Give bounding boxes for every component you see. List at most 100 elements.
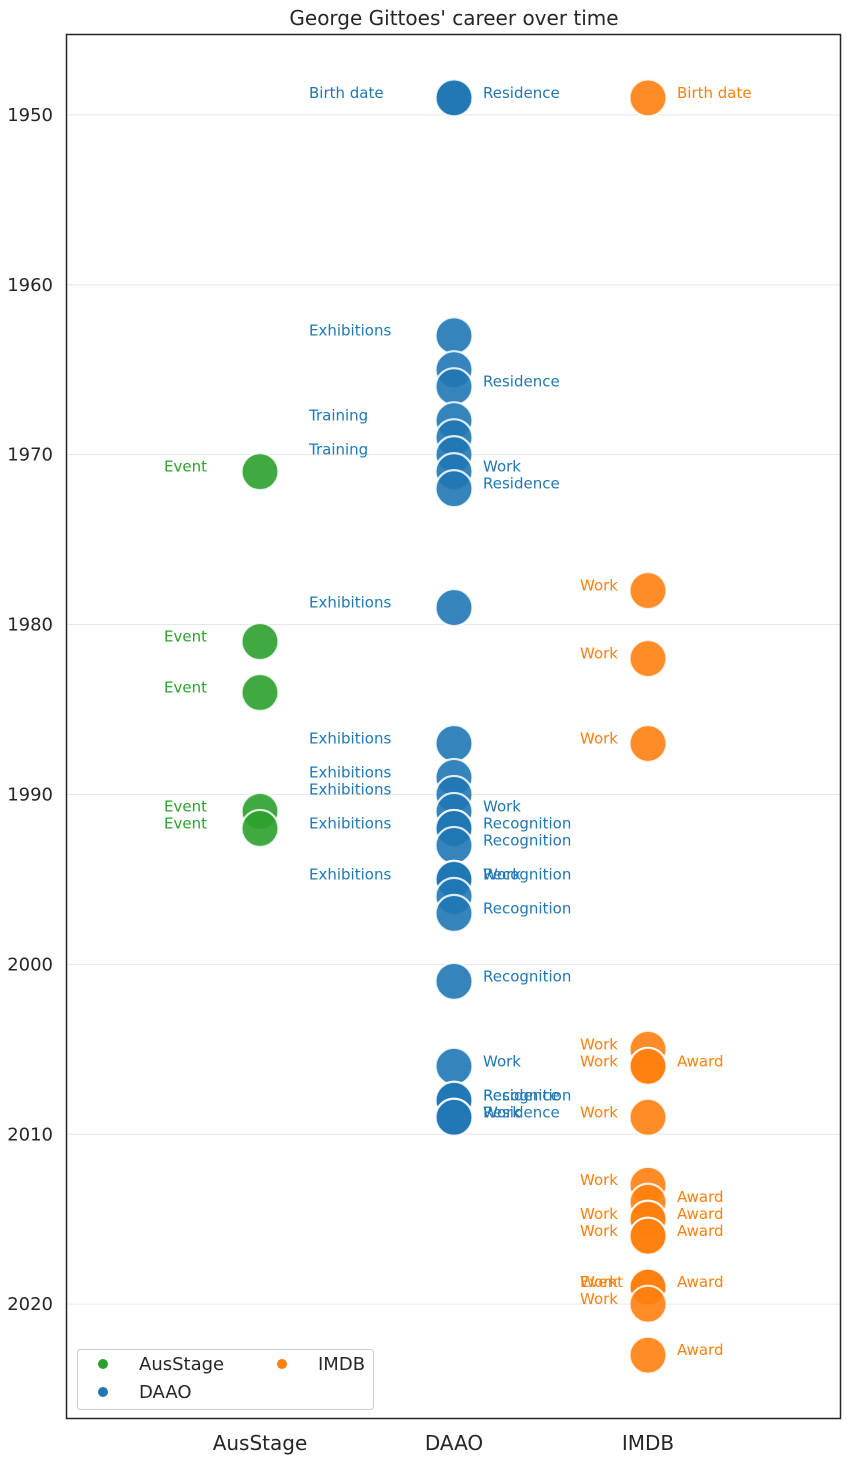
point-label: Work bbox=[580, 1222, 618, 1240]
data-point bbox=[628, 1097, 668, 1137]
point-label: Work bbox=[580, 1103, 618, 1121]
point-label: Recognition bbox=[483, 899, 571, 917]
y-tick-label: 1980 bbox=[7, 615, 53, 636]
point-label: Work bbox=[483, 797, 521, 815]
point-label: Work bbox=[580, 1171, 618, 1189]
point-label: Award bbox=[677, 1273, 724, 1291]
point-label: Residence bbox=[483, 1086, 560, 1104]
point-label: Work bbox=[483, 1103, 521, 1121]
point-label: Exhibitions bbox=[309, 729, 391, 747]
point-label: Event bbox=[164, 679, 207, 697]
legend: AusStage DAAO IMDB bbox=[77, 1349, 374, 1410]
x-axis-ticks: AusStage DAAO IMDB bbox=[213, 1431, 674, 1455]
data-point bbox=[628, 1284, 668, 1324]
point-label: Residence bbox=[483, 373, 560, 391]
data-point bbox=[628, 723, 668, 764]
legend-label: IMDB bbox=[318, 1354, 365, 1375]
data-point bbox=[434, 316, 474, 356]
point-label: Event bbox=[164, 814, 207, 832]
data-point bbox=[434, 367, 474, 407]
point-label: Award bbox=[677, 1222, 724, 1240]
point-label: Event bbox=[580, 1273, 623, 1291]
point-label: Work bbox=[580, 1205, 618, 1223]
y-tick-label: 1960 bbox=[7, 275, 53, 296]
data-point bbox=[628, 638, 668, 679]
data-point bbox=[240, 621, 280, 662]
data-point bbox=[434, 1046, 474, 1086]
data-point bbox=[434, 825, 474, 866]
y-tick-label: 2000 bbox=[7, 954, 53, 975]
point-label: Award bbox=[677, 1052, 724, 1070]
data-point bbox=[434, 893, 474, 933]
point-label: Training bbox=[308, 407, 368, 425]
point-label: Work bbox=[483, 865, 521, 883]
data-point bbox=[434, 78, 474, 118]
point-label: Work bbox=[580, 1035, 618, 1053]
point-label: Award bbox=[677, 1341, 724, 1359]
point-label: Birth date bbox=[677, 84, 752, 102]
point-label: Work bbox=[580, 1052, 618, 1070]
point-label: Award bbox=[677, 1188, 724, 1206]
data-point bbox=[434, 961, 474, 1001]
point-label: Award bbox=[677, 1205, 724, 1223]
point-label: Work bbox=[580, 645, 618, 663]
plot-frame bbox=[65, 33, 842, 1420]
point-label: Exhibitions bbox=[309, 594, 391, 612]
point-label: Work bbox=[580, 729, 618, 747]
data-point bbox=[240, 452, 280, 492]
legend-marker bbox=[98, 1387, 108, 1397]
point-label: Recognition bbox=[483, 1086, 571, 1104]
y-tick-label: 1950 bbox=[7, 105, 53, 126]
data-point bbox=[434, 1097, 474, 1137]
point-label: Exhibitions bbox=[309, 322, 391, 340]
y-tick-label: 2020 bbox=[7, 1294, 53, 1315]
point-label: Residence bbox=[483, 1103, 560, 1121]
point-label: Work bbox=[580, 577, 618, 595]
point-label: Residence bbox=[483, 84, 560, 102]
legend-marker bbox=[98, 1359, 108, 1369]
point-label: Event bbox=[164, 628, 207, 646]
legend-box bbox=[77, 1349, 374, 1410]
x-tick-label: AusStage bbox=[213, 1431, 308, 1455]
data-point bbox=[628, 1046, 668, 1086]
data-point bbox=[434, 587, 474, 628]
data-points bbox=[240, 78, 668, 1375]
data-point bbox=[628, 570, 668, 611]
point-label: Exhibitions bbox=[309, 763, 391, 781]
data-point bbox=[628, 1216, 668, 1256]
point-label: Work bbox=[483, 458, 521, 476]
point-label: Exhibitions bbox=[309, 865, 391, 883]
point-label: Birth date bbox=[309, 84, 384, 102]
data-point bbox=[434, 723, 474, 764]
point-label: Work bbox=[580, 1290, 618, 1308]
y-tick-label: 2010 bbox=[7, 1124, 53, 1145]
point-label: Recognition bbox=[483, 865, 571, 883]
point-label: Recognition bbox=[483, 967, 571, 985]
chart-title: George Gittoes' career over time bbox=[289, 6, 618, 30]
data-point bbox=[628, 1335, 668, 1375]
legend-label: AusStage bbox=[139, 1354, 224, 1375]
point-label: Event bbox=[164, 458, 207, 476]
legend-marker bbox=[277, 1359, 287, 1369]
point-label: Work bbox=[580, 1273, 618, 1291]
point-label: Recognition bbox=[483, 814, 571, 832]
point-label: Recognition bbox=[483, 831, 571, 849]
point-label: Residence bbox=[483, 475, 560, 493]
point-label: Training bbox=[308, 441, 368, 459]
data-point bbox=[628, 78, 668, 118]
x-tick-label: DAAO bbox=[425, 1431, 483, 1455]
data-point bbox=[240, 672, 280, 713]
data-point bbox=[434, 469, 474, 509]
point-label: Event bbox=[164, 797, 207, 815]
y-tick-label: 1990 bbox=[7, 784, 53, 805]
point-label: Exhibitions bbox=[309, 814, 391, 832]
y-tick-label: 1970 bbox=[7, 445, 53, 466]
x-tick-label: IMDB bbox=[622, 1431, 674, 1455]
data-point bbox=[240, 808, 280, 849]
point-label: Work bbox=[483, 1052, 521, 1070]
legend-label: DAAO bbox=[139, 1382, 192, 1403]
point-label: Exhibitions bbox=[309, 780, 391, 798]
y-axis-ticks: 1950 1960 1970 1980 1990 2000 2010 2020 bbox=[7, 105, 53, 1315]
